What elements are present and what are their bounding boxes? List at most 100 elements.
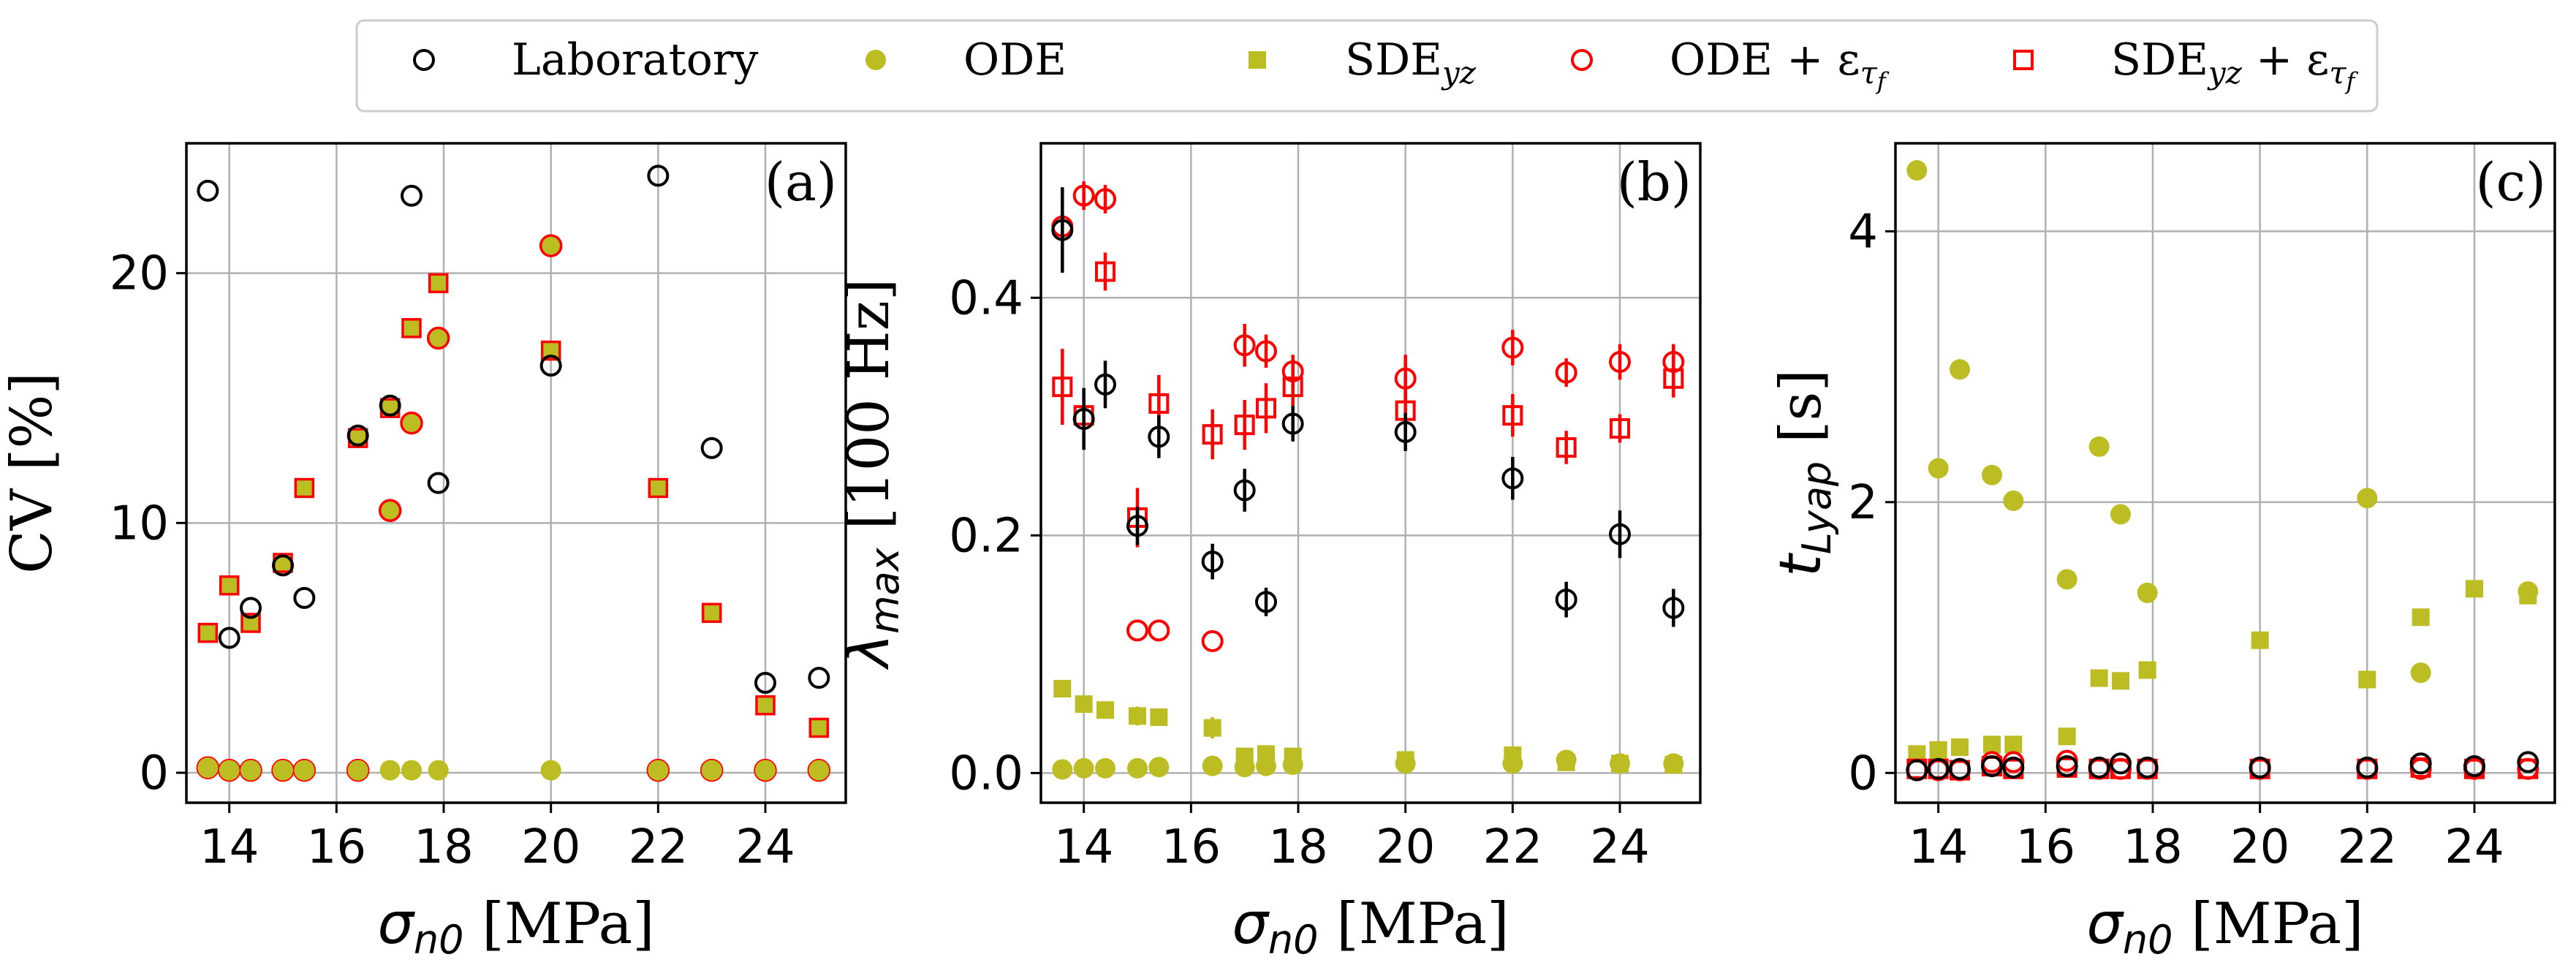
plot-frame (1894, 142, 2556, 804)
data-points (1051, 181, 1685, 780)
data-point (2004, 735, 2023, 754)
data-point (1202, 755, 1223, 776)
data-point (1556, 437, 1577, 458)
data-point (427, 472, 450, 494)
data-point (1609, 351, 1631, 374)
series-ode_eps (196, 234, 831, 782)
x-tick-label: 16 (1162, 820, 1221, 874)
data-point (1394, 420, 1417, 443)
data-point (648, 477, 669, 499)
x-tick-label: 14 (1909, 820, 1968, 874)
data-point (218, 627, 240, 649)
data-point (401, 318, 422, 338)
data-points (196, 164, 831, 782)
x-tick-label: 22 (2338, 820, 2397, 874)
data-point (2136, 756, 2159, 779)
series-ode_eps (1051, 181, 1685, 652)
data-point (1929, 741, 1947, 759)
data-point (647, 164, 670, 187)
data-point (1095, 757, 1115, 779)
x-tick-label: 24 (1590, 820, 1649, 874)
data-point (1983, 735, 2001, 754)
x-axis-label: σn0 [MPa] (377, 891, 654, 963)
data-point (1501, 336, 1524, 359)
data-point (2137, 582, 2158, 603)
data-point (754, 672, 776, 694)
data-point (2517, 751, 2539, 773)
x-tick-label: 20 (521, 820, 580, 874)
y-tick-label: 0.0 (949, 746, 1023, 801)
series-lab (197, 164, 830, 694)
legend-marker (865, 50, 886, 70)
data-point (197, 622, 219, 643)
data-point (1150, 708, 1168, 726)
data-point (2003, 490, 2024, 511)
data-point (1201, 629, 1224, 652)
data-point (1127, 757, 1148, 779)
data-point (808, 760, 830, 781)
data-point (2463, 754, 2485, 777)
panel-b: 14 16 18 20 22 24 0.0 0.2 0.4 (b) σn0 [MPa] λmax [1… (836, 142, 1702, 963)
data-point (379, 394, 401, 417)
data-point (219, 760, 240, 781)
data-point (428, 273, 449, 294)
data-point (1282, 377, 1303, 398)
legend-marker (413, 49, 435, 71)
data-point (401, 184, 423, 207)
y-tick-label: 0.2 (949, 509, 1023, 563)
legend-marker (1249, 51, 1266, 69)
data-point (1927, 757, 1950, 780)
series-ode (1052, 749, 1684, 780)
data-point (1501, 467, 1524, 490)
series-sde (1908, 580, 2537, 763)
data-point (1051, 219, 1074, 241)
panel-tag: (c) (2475, 151, 2546, 213)
data-point (1255, 591, 1277, 613)
data-point (1284, 747, 1302, 765)
x-tick-label: 22 (629, 820, 688, 874)
data-point (2518, 758, 2539, 779)
data-point (2002, 756, 2025, 779)
x-tick-label: 20 (2230, 820, 2289, 874)
data-point (755, 695, 776, 716)
data-point (1148, 619, 1170, 642)
data-point (1951, 738, 1969, 757)
data-point (1928, 458, 1949, 479)
data-point (1053, 679, 1072, 697)
series-lab (1051, 187, 1685, 627)
data-point (2358, 670, 2376, 689)
data-point (1610, 418, 1630, 439)
data-point (2410, 662, 2431, 684)
data-point (1502, 405, 1523, 426)
y-tick-label: 0 (1848, 746, 1878, 801)
data-point (1256, 398, 1276, 419)
series-lab (1906, 751, 2539, 782)
data-point (1201, 551, 1224, 573)
data-point (2090, 669, 2108, 687)
data-point (1555, 589, 1577, 611)
data-point (1234, 415, 1255, 436)
data-point (2466, 580, 2483, 598)
series-sde_eps (197, 273, 830, 738)
y-tick-label: 10 (110, 496, 169, 551)
panel-tag: (a) (765, 151, 837, 213)
data-point (1052, 377, 1073, 398)
data-point (2356, 756, 2379, 779)
legend-label: ODE (963, 34, 1067, 86)
series-ode (197, 757, 830, 781)
data-point (1203, 719, 1221, 737)
data-point (272, 554, 294, 577)
x-tick-label: 18 (1268, 820, 1327, 874)
x-tick-label: 16 (2016, 820, 2075, 874)
data-point (1075, 695, 1093, 714)
data-point (1611, 754, 1629, 773)
data-point (293, 586, 316, 609)
data-point (808, 667, 830, 689)
data-point (1233, 334, 1256, 357)
y-tick-label: 4 (1848, 205, 1878, 259)
data-point (2088, 436, 2110, 457)
legend-box (355, 19, 2379, 113)
y-axis-label: λmax [100 Hz] (836, 279, 908, 670)
data-point (648, 760, 669, 781)
